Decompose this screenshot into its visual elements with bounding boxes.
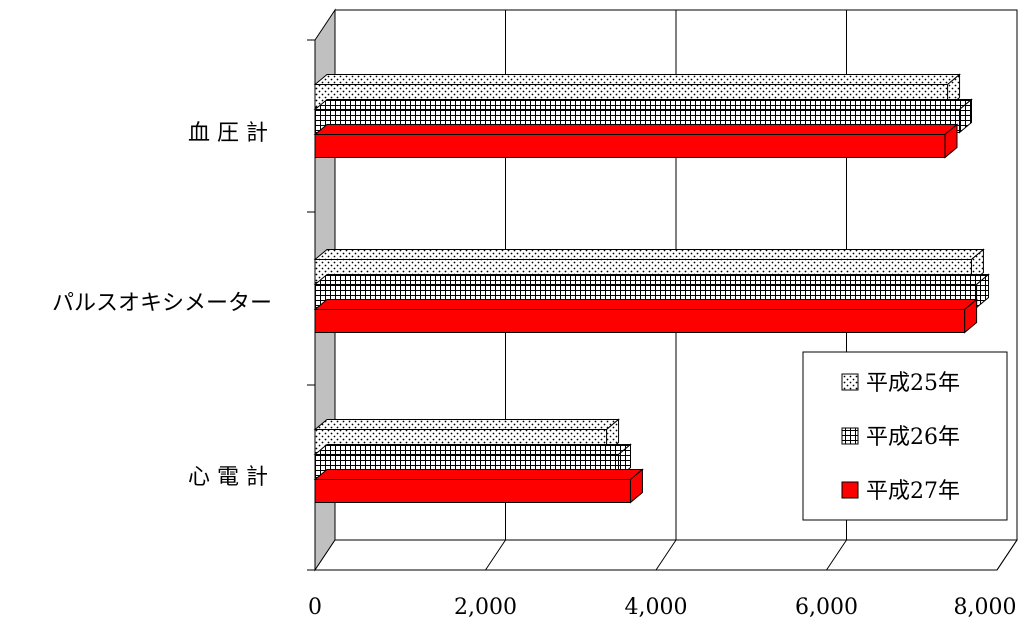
- bar: [313, 468, 644, 504]
- legend-label: 平成27年: [866, 479, 960, 504]
- bar-front: [314, 134, 946, 158]
- bar-top: [313, 444, 632, 455]
- x-tick-label: 4,000: [625, 595, 688, 618]
- bar-front: [314, 309, 966, 333]
- x-tick-label: 0: [308, 595, 322, 618]
- category-label: 心 電 計: [188, 465, 268, 490]
- bar-top: [313, 249, 985, 260]
- x-tick-label: 2,000: [454, 595, 517, 618]
- x-tick-label: 8,000: [954, 595, 1017, 618]
- legend-swatch-h26: [841, 427, 859, 445]
- legend-box: [802, 351, 1008, 521]
- bar-top: [313, 74, 961, 85]
- floor-gridline: [996, 539, 1018, 571]
- legend-label: 平成26年: [866, 425, 960, 450]
- legend-label: 平成25年: [866, 371, 960, 396]
- category-label: パルスオキシメーター: [52, 291, 272, 316]
- floor-gridline: [485, 539, 506, 571]
- bars: [313, 73, 990, 504]
- floor-gridline: [826, 539, 847, 571]
- legend-swatch-h25: [841, 373, 859, 391]
- floor-gridline: [655, 539, 677, 571]
- x-tick-label: 6,000: [795, 595, 858, 618]
- legend: 平成25年 平成26年 平成27年: [802, 351, 1008, 521]
- bar: [313, 123, 959, 159]
- category-label: 血 圧 計: [188, 121, 268, 146]
- bar-front: [314, 479, 631, 503]
- bar-top: [313, 469, 644, 480]
- category-labels: 血 圧 計 パルスオキシメーター 心 電 計: [52, 121, 272, 490]
- x-tick-labels: 0 2,000 4,000 6,000 8,000: [308, 595, 1016, 618]
- bar-top: [313, 124, 959, 135]
- legend-swatch-h27: [841, 481, 859, 499]
- bar-top: [313, 274, 990, 285]
- bar: [313, 298, 978, 334]
- bar-top: [313, 299, 978, 310]
- left-axis-ticks: [307, 39, 315, 571]
- bar-top: [313, 419, 620, 430]
- bar-top: [313, 99, 973, 110]
